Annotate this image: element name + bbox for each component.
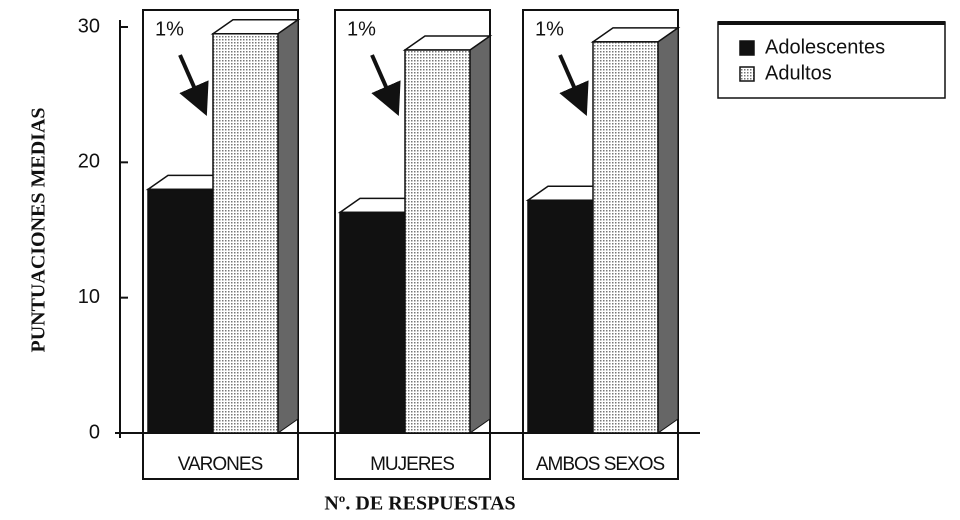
bar — [212, 33, 279, 434]
x-tick-label: AMBOS SEXOS — [536, 454, 665, 475]
legend-swatch — [739, 40, 755, 56]
bar-side — [277, 18, 299, 434]
legend-label: Adolescentes — [765, 36, 885, 58]
annotation-arrow — [370, 54, 401, 116]
y-tick-label: 20 — [78, 151, 100, 173]
annotation: 1% — [535, 18, 564, 40]
legend-label: Adultos — [765, 62, 832, 84]
category-box — [334, 432, 491, 480]
bar-side — [657, 26, 679, 434]
category-box — [142, 432, 299, 480]
bar — [339, 211, 406, 434]
legend-swatch — [739, 66, 755, 82]
category-box — [522, 432, 679, 480]
y-axis-title: PUNTUACIONES MEDIAS — [28, 107, 50, 352]
x-tick-label: VARONES — [178, 454, 263, 475]
legend — [717, 21, 946, 99]
y-tick-label: 30 — [78, 15, 100, 37]
annotation: 1% — [155, 18, 184, 40]
bar — [592, 41, 659, 434]
y-tick-label: 0 — [89, 421, 100, 443]
bar — [147, 188, 214, 434]
x-tick-label: MUJERES — [370, 454, 454, 475]
y-tick-label: 10 — [78, 286, 100, 308]
annotation: 1% — [347, 18, 376, 40]
x-axis-title: Nº. DE RESPUESTAS — [324, 493, 515, 515]
bar-side — [469, 35, 491, 434]
bar — [527, 199, 594, 434]
annotation-arrow — [178, 54, 209, 116]
annotation-arrow — [558, 54, 589, 116]
bar — [404, 49, 471, 434]
